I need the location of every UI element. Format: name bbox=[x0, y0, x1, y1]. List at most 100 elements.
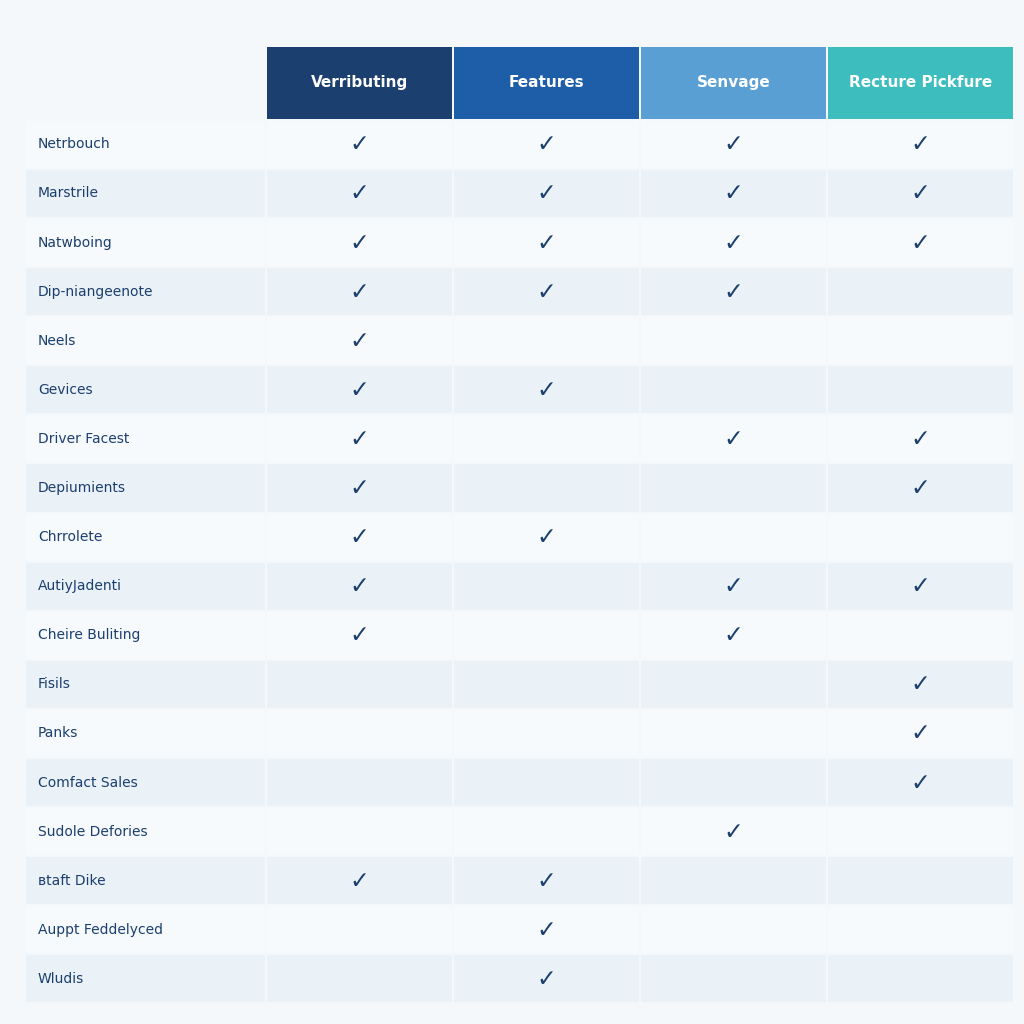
FancyBboxPatch shape bbox=[267, 268, 453, 315]
Text: Comfact Sales: Comfact Sales bbox=[38, 775, 137, 790]
FancyBboxPatch shape bbox=[26, 121, 265, 168]
Text: Features: Features bbox=[509, 76, 585, 90]
FancyBboxPatch shape bbox=[267, 465, 453, 512]
Text: ✓: ✓ bbox=[350, 132, 370, 157]
FancyBboxPatch shape bbox=[267, 857, 453, 904]
FancyBboxPatch shape bbox=[827, 955, 1013, 1002]
FancyBboxPatch shape bbox=[267, 611, 453, 658]
FancyBboxPatch shape bbox=[267, 416, 453, 463]
FancyBboxPatch shape bbox=[641, 660, 825, 708]
Text: ✓: ✓ bbox=[910, 132, 930, 157]
FancyBboxPatch shape bbox=[641, 367, 825, 414]
FancyBboxPatch shape bbox=[827, 808, 1013, 855]
FancyBboxPatch shape bbox=[455, 170, 639, 217]
Text: вtaft Dike: вtaft Dike bbox=[38, 873, 105, 888]
FancyBboxPatch shape bbox=[26, 710, 265, 757]
FancyBboxPatch shape bbox=[455, 563, 639, 609]
FancyBboxPatch shape bbox=[455, 906, 639, 953]
FancyBboxPatch shape bbox=[267, 955, 453, 1002]
FancyBboxPatch shape bbox=[641, 710, 825, 757]
FancyBboxPatch shape bbox=[641, 317, 825, 365]
FancyBboxPatch shape bbox=[827, 906, 1013, 953]
FancyBboxPatch shape bbox=[827, 367, 1013, 414]
FancyBboxPatch shape bbox=[26, 514, 265, 561]
Text: ✓: ✓ bbox=[724, 230, 743, 255]
Text: ✓: ✓ bbox=[724, 624, 743, 647]
FancyBboxPatch shape bbox=[641, 416, 825, 463]
Text: Panks: Panks bbox=[38, 726, 78, 740]
FancyBboxPatch shape bbox=[267, 514, 453, 561]
FancyBboxPatch shape bbox=[641, 514, 825, 561]
FancyBboxPatch shape bbox=[455, 121, 639, 168]
FancyBboxPatch shape bbox=[455, 219, 639, 266]
FancyBboxPatch shape bbox=[455, 955, 639, 1002]
Text: Neels: Neels bbox=[38, 334, 76, 348]
FancyBboxPatch shape bbox=[641, 808, 825, 855]
Text: ✓: ✓ bbox=[724, 819, 743, 844]
Text: Depiumients: Depiumients bbox=[38, 481, 126, 495]
Text: Sudole Defories: Sudole Defories bbox=[38, 824, 147, 839]
Text: ✓: ✓ bbox=[910, 230, 930, 255]
Text: Verributing: Verributing bbox=[311, 76, 409, 90]
FancyBboxPatch shape bbox=[641, 47, 825, 119]
FancyBboxPatch shape bbox=[827, 857, 1013, 904]
Text: ✓: ✓ bbox=[537, 132, 556, 157]
Text: ✓: ✓ bbox=[910, 771, 930, 795]
FancyBboxPatch shape bbox=[267, 759, 453, 806]
Text: ✓: ✓ bbox=[724, 132, 743, 157]
Text: ✓: ✓ bbox=[350, 329, 370, 352]
FancyBboxPatch shape bbox=[26, 611, 265, 658]
FancyBboxPatch shape bbox=[455, 514, 639, 561]
Text: Recture Pickfure: Recture Pickfure bbox=[849, 76, 992, 90]
FancyBboxPatch shape bbox=[641, 611, 825, 658]
Text: Wludis: Wludis bbox=[38, 972, 84, 986]
Text: ✓: ✓ bbox=[910, 574, 930, 598]
FancyBboxPatch shape bbox=[641, 906, 825, 953]
Text: ✓: ✓ bbox=[537, 525, 556, 549]
Text: ✓: ✓ bbox=[537, 280, 556, 304]
FancyBboxPatch shape bbox=[827, 611, 1013, 658]
Text: ✓: ✓ bbox=[910, 673, 930, 696]
FancyBboxPatch shape bbox=[641, 857, 825, 904]
Text: ✓: ✓ bbox=[350, 476, 370, 500]
FancyBboxPatch shape bbox=[26, 857, 265, 904]
Text: ✓: ✓ bbox=[350, 181, 370, 206]
Text: ✓: ✓ bbox=[724, 427, 743, 451]
FancyBboxPatch shape bbox=[26, 170, 265, 217]
Text: ✓: ✓ bbox=[724, 181, 743, 206]
FancyBboxPatch shape bbox=[827, 660, 1013, 708]
FancyBboxPatch shape bbox=[827, 514, 1013, 561]
Text: ✓: ✓ bbox=[350, 280, 370, 304]
FancyBboxPatch shape bbox=[455, 416, 639, 463]
Text: ✓: ✓ bbox=[537, 378, 556, 401]
FancyBboxPatch shape bbox=[267, 808, 453, 855]
Text: ✓: ✓ bbox=[350, 427, 370, 451]
Text: ✓: ✓ bbox=[350, 230, 370, 255]
FancyBboxPatch shape bbox=[827, 219, 1013, 266]
FancyBboxPatch shape bbox=[641, 563, 825, 609]
Text: ✓: ✓ bbox=[350, 574, 370, 598]
Text: ✓: ✓ bbox=[350, 624, 370, 647]
FancyBboxPatch shape bbox=[267, 563, 453, 609]
FancyBboxPatch shape bbox=[455, 268, 639, 315]
FancyBboxPatch shape bbox=[455, 47, 639, 119]
FancyBboxPatch shape bbox=[26, 219, 265, 266]
FancyBboxPatch shape bbox=[267, 121, 453, 168]
FancyBboxPatch shape bbox=[267, 219, 453, 266]
FancyBboxPatch shape bbox=[641, 121, 825, 168]
FancyBboxPatch shape bbox=[267, 47, 453, 119]
FancyBboxPatch shape bbox=[455, 808, 639, 855]
FancyBboxPatch shape bbox=[455, 465, 639, 512]
FancyBboxPatch shape bbox=[267, 367, 453, 414]
FancyBboxPatch shape bbox=[827, 759, 1013, 806]
Text: Cheire Buliting: Cheire Buliting bbox=[38, 629, 140, 642]
Text: Driver Facest: Driver Facest bbox=[38, 432, 129, 445]
Text: ✓: ✓ bbox=[537, 918, 556, 942]
Text: Fisils: Fisils bbox=[38, 678, 71, 691]
Text: AutiyJadenti: AutiyJadenti bbox=[38, 580, 122, 593]
Text: Chrrolete: Chrrolete bbox=[38, 530, 102, 544]
FancyBboxPatch shape bbox=[827, 317, 1013, 365]
Text: ✓: ✓ bbox=[537, 967, 556, 991]
Text: Senvage: Senvage bbox=[696, 76, 770, 90]
FancyBboxPatch shape bbox=[827, 170, 1013, 217]
